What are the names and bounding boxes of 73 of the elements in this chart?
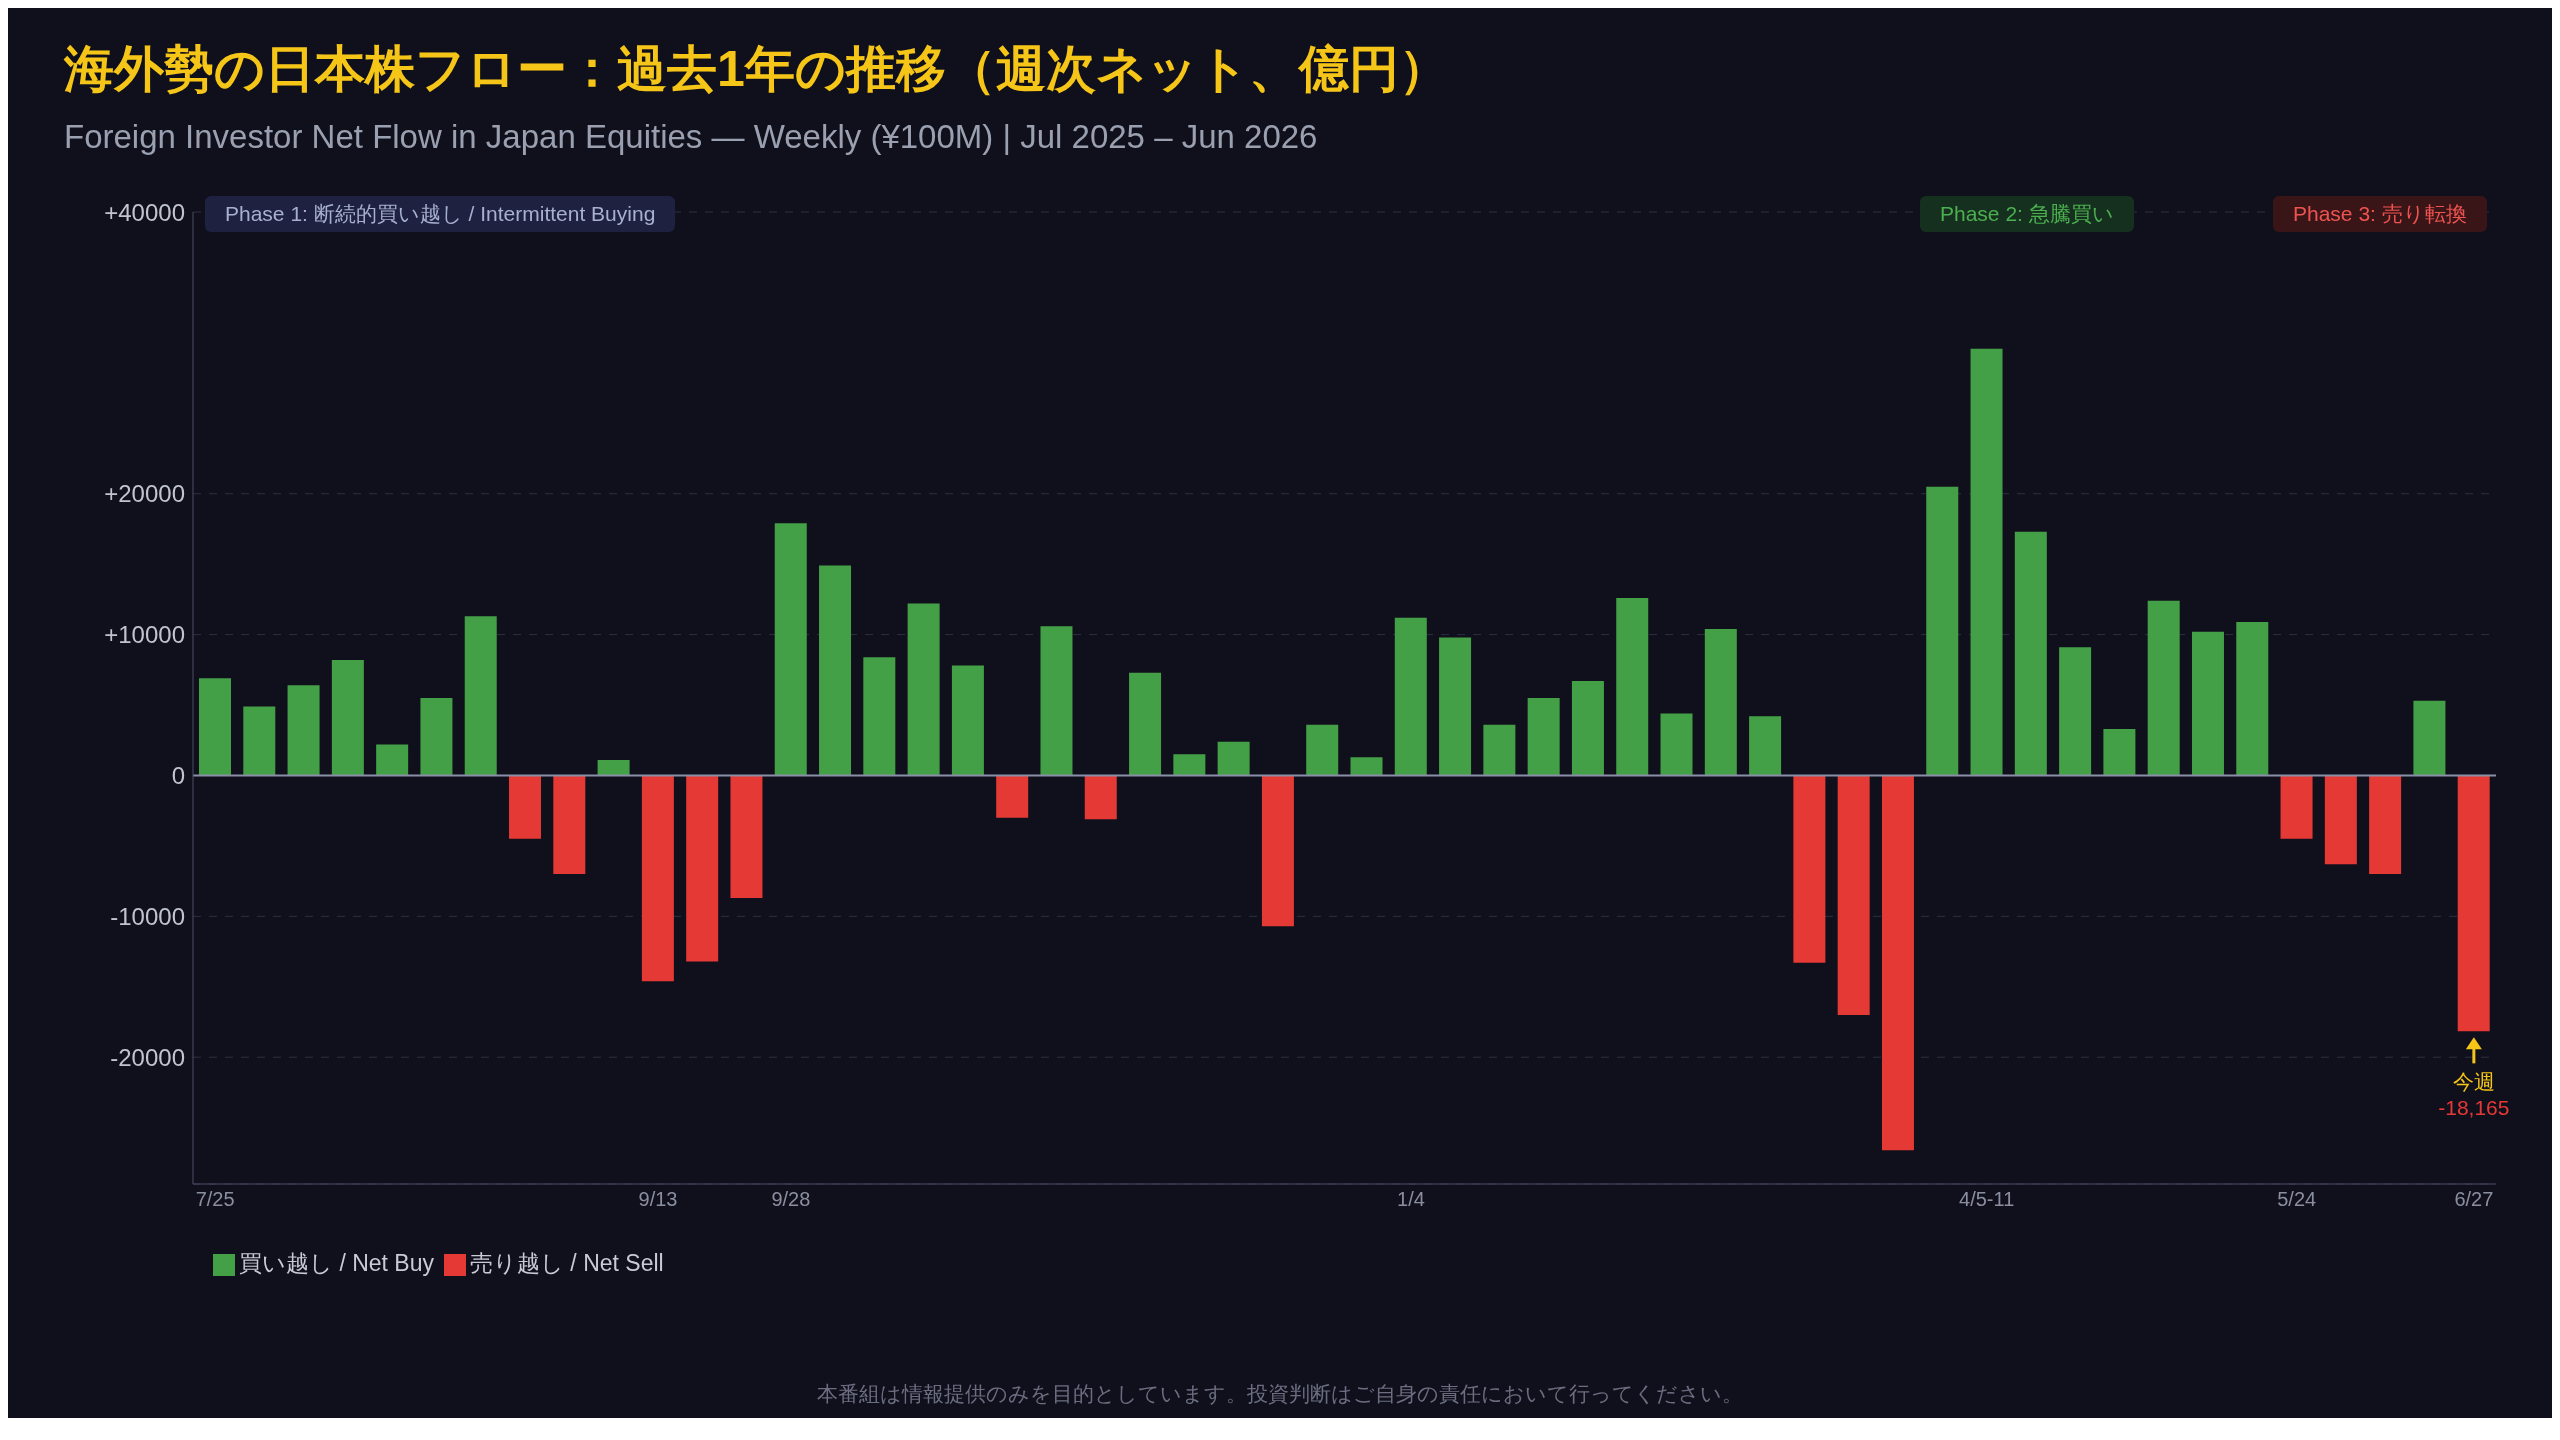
bar <box>1129 672 1162 776</box>
bar <box>2457 775 2490 1032</box>
bar <box>287 685 320 776</box>
bar <box>641 775 674 982</box>
bar <box>2059 647 2092 776</box>
x-tick-label: 4/5-11 <box>1959 1188 2015 1211</box>
bar <box>2280 775 2313 839</box>
x-tick-label: 7/25 <box>195 1188 235 1211</box>
bar <box>2191 631 2224 776</box>
bar <box>819 565 852 776</box>
annotation: Phase 3: 売り転換 <box>2273 196 2487 232</box>
bar <box>1173 754 1206 776</box>
bar <box>199 678 231 776</box>
bar <box>1217 741 1250 776</box>
bar <box>1704 628 1737 776</box>
y-tick-label: +20000 <box>104 480 185 508</box>
bar <box>243 706 276 776</box>
x-tick-label: 9/28 <box>771 1188 811 1211</box>
bar <box>1261 775 1294 927</box>
bar <box>1571 681 1604 776</box>
bar <box>1394 617 1427 776</box>
annotation: 今週 <box>2452 1070 2495 1094</box>
bar <box>1660 713 1693 776</box>
bar <box>376 744 409 776</box>
data-label: -18,165 <box>2438 1096 2510 1120</box>
x-tick-label: 6/27 <box>2454 1188 2494 1211</box>
annotation: Phase 2: 急騰買い <box>1920 196 2134 232</box>
bar <box>686 775 719 962</box>
text: 本番組は情報提供のみを目的としています。投資判断はご自身の責任において行ってください。 <box>816 1381 1744 1407</box>
bar <box>509 775 542 839</box>
bar <box>2413 700 2446 776</box>
bar <box>1793 775 1826 963</box>
bar <box>730 775 763 899</box>
bar <box>1483 724 1516 776</box>
chart-title: 海外勢の日本株フロー：過去1年の推移（週次ネット、億円） <box>64 40 1449 99</box>
bar <box>996 775 1029 818</box>
y-tick-label: -10000 <box>110 902 185 930</box>
bar <box>907 603 940 776</box>
x-tick-label: 9/13 <box>638 1188 678 1211</box>
bar <box>1040 626 1073 776</box>
legend-label: 売り越し / Net Sell <box>469 1250 664 1276</box>
x-tick-label: 5/24 <box>2277 1188 2317 1211</box>
bar <box>1439 637 1472 776</box>
bar <box>951 665 984 776</box>
bar <box>774 523 807 776</box>
bar <box>331 659 364 776</box>
legend-label: 買い越し / Net Buy <box>239 1250 434 1276</box>
bar <box>1084 775 1117 820</box>
bar <box>2369 775 2402 875</box>
y-tick-label: +10000 <box>104 621 185 649</box>
bar <box>420 698 453 776</box>
bar <box>1970 348 2003 776</box>
bar <box>2147 600 2180 776</box>
bar <box>1881 775 1914 1151</box>
bar <box>2324 775 2357 865</box>
bar <box>2014 531 2047 776</box>
bar <box>1306 724 1339 776</box>
annotation: Phase 1: 断続的買い越し / Intermittent Buying <box>205 196 676 232</box>
bar <box>1616 597 1649 776</box>
y-tick-label: +40000 <box>104 198 185 226</box>
x-tick-label: 1/4 <box>1397 1188 1425 1211</box>
y-tick-label: 0 <box>171 762 185 789</box>
bar <box>464 616 497 776</box>
bar <box>2236 621 2269 776</box>
bar <box>1749 716 1782 776</box>
bar <box>863 657 896 776</box>
bar <box>2103 728 2136 776</box>
bar <box>553 775 586 875</box>
bar <box>1527 698 1560 776</box>
chart-subtitle: Foreign Investor Net Flow in Japan Equities — Weekly (¥100M) | Jul 2025 – Jun 2026 <box>64 118 1318 156</box>
bar <box>1926 486 1959 776</box>
bar <box>1837 775 1870 1015</box>
y-tick-label: -20000 <box>110 1043 185 1071</box>
